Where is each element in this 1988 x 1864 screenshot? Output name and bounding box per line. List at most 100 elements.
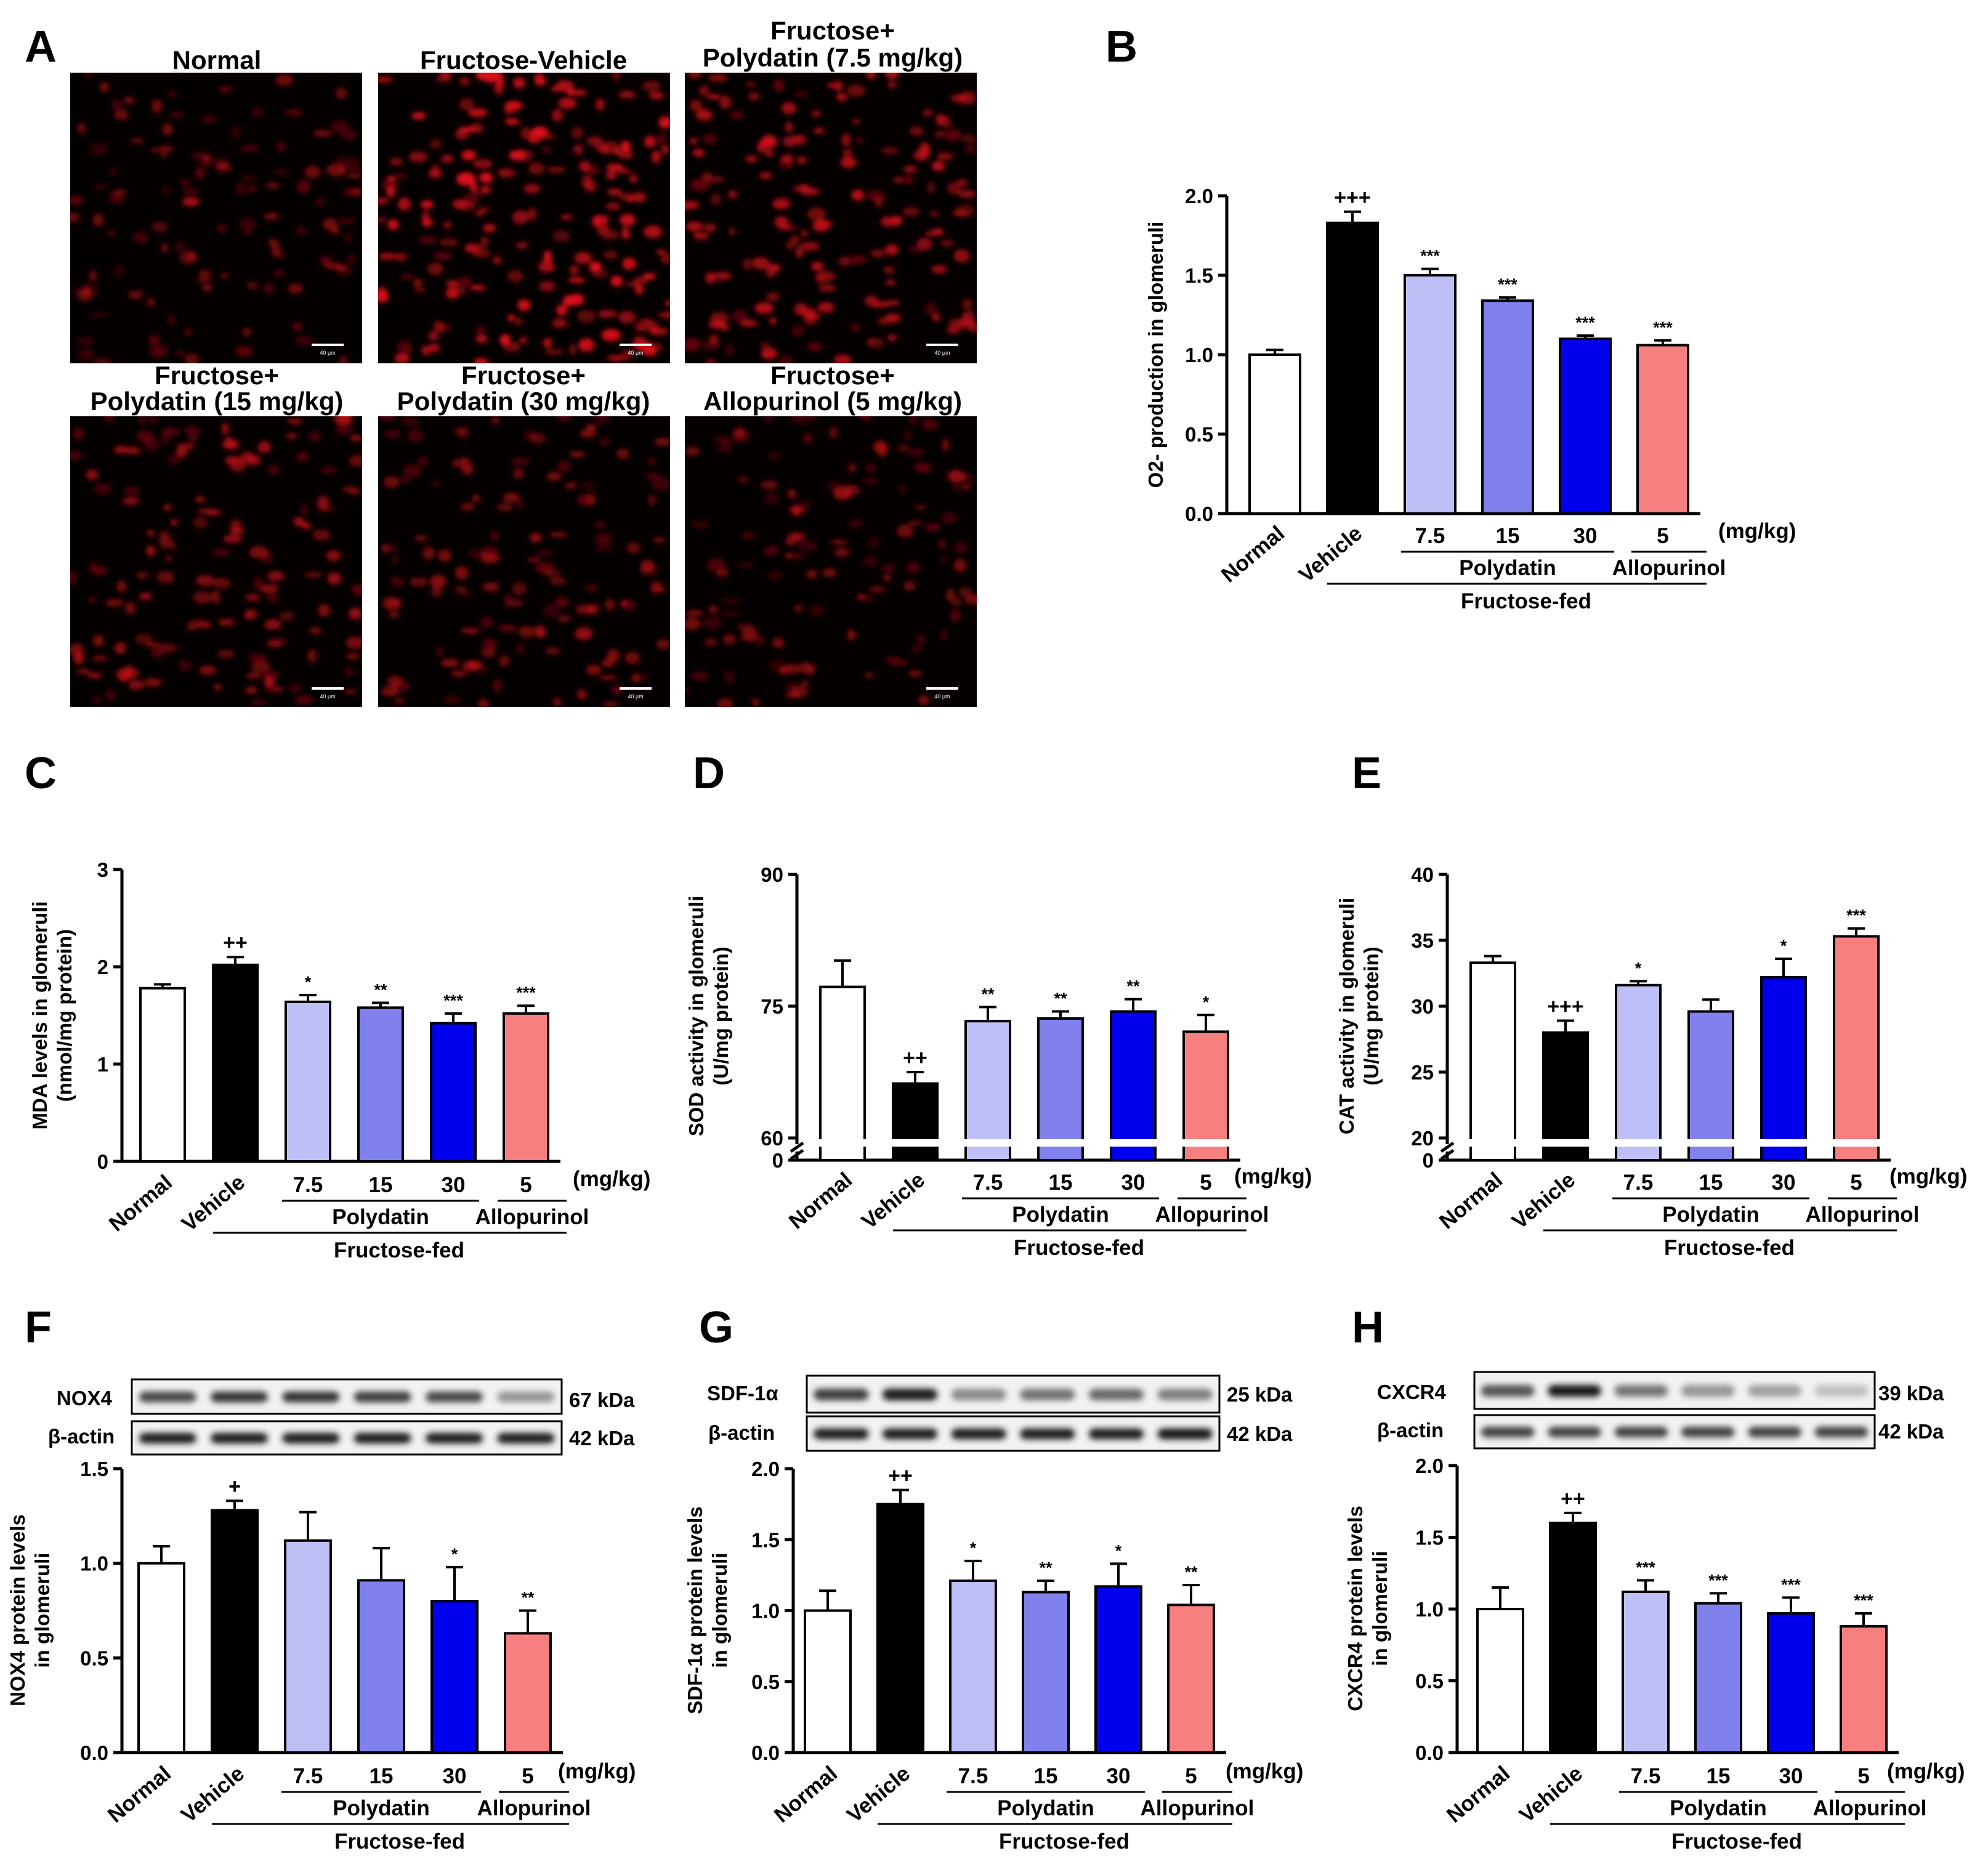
bar (284, 1539, 332, 1754)
y-tick-label: 60 (761, 1127, 783, 1150)
scale-bar-label: 40 μm (628, 350, 643, 356)
y-tick-label: 35 (1411, 929, 1434, 952)
y-axis-label: CXCR4 protein levelsin glomeruli (1344, 1506, 1391, 1711)
category-label: 30 (443, 1764, 467, 1788)
blot-h-row1 (1473, 1371, 1876, 1410)
category-label: Vehicle (177, 1761, 249, 1827)
category-label: 7.5 (1415, 524, 1445, 548)
bar-break-gap (818, 1139, 867, 1147)
category-label: Vehicle (177, 1170, 249, 1236)
dose-unit-label: (mg/kg) (1718, 519, 1796, 543)
bar-break-gap (1541, 1139, 1590, 1147)
blot-band (1088, 1389, 1144, 1401)
category-label: Normal (1435, 1168, 1507, 1233)
significance-label: * (1635, 959, 1642, 977)
category-label: 7.5 (293, 1173, 323, 1197)
blot-band (282, 1391, 340, 1403)
category-label: Vehicle (857, 1168, 929, 1233)
polydatin-label: Polydatin (1459, 556, 1556, 580)
y-tick-label: 0.5 (1415, 1670, 1444, 1693)
category-label: Vehicle (1295, 521, 1367, 587)
panel-label-g: G (699, 1303, 733, 1352)
chart-h: 0.0 0.5 1.0 1.5 2.0 CXCR4 protein levelsin gl… (1344, 1454, 1965, 1854)
y-tick-label: 2 (97, 956, 108, 978)
panel-label-a: A (25, 22, 57, 71)
blot-band (425, 1432, 483, 1444)
blot-h-row1-kda: 39 kDa (1878, 1382, 1944, 1405)
category-label: 15 (1496, 524, 1520, 548)
significance-label: ** (1126, 977, 1140, 996)
blot-g-row1-name: SDF-1α (707, 1382, 778, 1405)
dose-unit-label: (mg/kg) (1889, 1164, 1967, 1188)
axis-break-mark (790, 1141, 804, 1153)
blot-f-row1-name: NOX4 (57, 1387, 113, 1410)
category-label: 15 (1707, 1764, 1731, 1788)
allopurinol-label: Allopurinol (1141, 1796, 1255, 1820)
micrograph-2: 40 μm (378, 73, 670, 363)
blot-f-row2-name: β-actin (48, 1425, 115, 1448)
category-label: 30 (1779, 1764, 1803, 1788)
blot-band (951, 1428, 1006, 1440)
axis-break-mark (790, 1148, 804, 1161)
blot-band (814, 1428, 869, 1440)
blot-f-row1 (131, 1378, 563, 1415)
micrograph-background (70, 416, 362, 707)
blot-band (210, 1432, 269, 1444)
category-label: 15 (370, 1764, 394, 1788)
category-label: Normal (770, 1761, 842, 1827)
significance-label: *** (1653, 318, 1673, 337)
blot-band (1614, 1385, 1668, 1397)
blot-band (1548, 1385, 1601, 1397)
bar-break-gap (891, 1139, 940, 1147)
category-label: 30 (1107, 1764, 1131, 1788)
stained-nuclei (70, 73, 362, 363)
allopurinol-label: Allopurinol (475, 1205, 589, 1229)
y-tick-label: 1.5 (1185, 264, 1213, 287)
polydatin-label: Polydatin (333, 1796, 430, 1820)
y-axis-label: MDA levels in glomeruli(nmol/mg protein) (28, 901, 76, 1129)
blot-band (1020, 1428, 1075, 1440)
y-tick-label: 2.0 (751, 1458, 780, 1480)
y-axis-label: SOD activity in glomeruli(U/mg protein) (685, 896, 732, 1137)
dose-unit-label: (mg/kg) (1887, 1759, 1965, 1783)
bar (285, 1000, 331, 1163)
blot-band (1481, 1385, 1535, 1397)
significance-label: ++ (903, 1046, 927, 1070)
blot-band (497, 1432, 555, 1444)
y-tick-label: 3 (97, 858, 108, 881)
category-label: 15 (1049, 1171, 1073, 1195)
category-label: Normal (105, 1170, 177, 1236)
bar (1767, 1612, 1815, 1754)
y-tick-label: 25 (1411, 1061, 1434, 1084)
scale-bar-label: 40 μm (934, 693, 950, 700)
blot-f-row2-kda: 42 kDa (569, 1427, 635, 1450)
scale-bar-label: 40 μm (320, 693, 335, 700)
micrograph-title-pd30-line2: Polydatin (30 mg/kg) (397, 387, 650, 416)
significance-label: +++ (1547, 995, 1584, 1019)
blot-band (1088, 1428, 1144, 1440)
dose-unit-label: (mg/kg) (1234, 1164, 1312, 1188)
y-tick-label: 40 (1411, 863, 1434, 886)
significance-label: *** (1854, 1591, 1873, 1610)
bar (503, 1012, 549, 1163)
stained-nuclei (378, 73, 670, 363)
significance-label: *** (1420, 247, 1440, 265)
panel-label-b: B (1105, 22, 1137, 71)
y-tick-label: 0.5 (751, 1671, 780, 1693)
bar (1549, 1522, 1597, 1754)
y-axis-label: O2- production in glomeruli (1144, 222, 1167, 488)
blot-f-row2 (131, 1420, 563, 1456)
dose-unit-label: (mg/kg) (558, 1759, 636, 1783)
significance-label: *** (1575, 313, 1595, 332)
blot-band (139, 1432, 196, 1444)
bar (819, 985, 866, 1161)
micrograph-title-pd30-line1: Fructose+ (461, 361, 586, 390)
blot-h-row2-kda: 42 kDa (1878, 1420, 1944, 1443)
bar-break-gap (1181, 1139, 1230, 1147)
y-tick-label: 0 (772, 1149, 783, 1172)
fructose-fed-label: Fructose-fed (1461, 589, 1591, 613)
micrograph-4: 40 μm (70, 416, 362, 707)
blot-band (139, 1391, 196, 1403)
y-tick-label: 0 (97, 1150, 108, 1173)
fructose-fed-label: Fructose-fed (1671, 1830, 1802, 1854)
